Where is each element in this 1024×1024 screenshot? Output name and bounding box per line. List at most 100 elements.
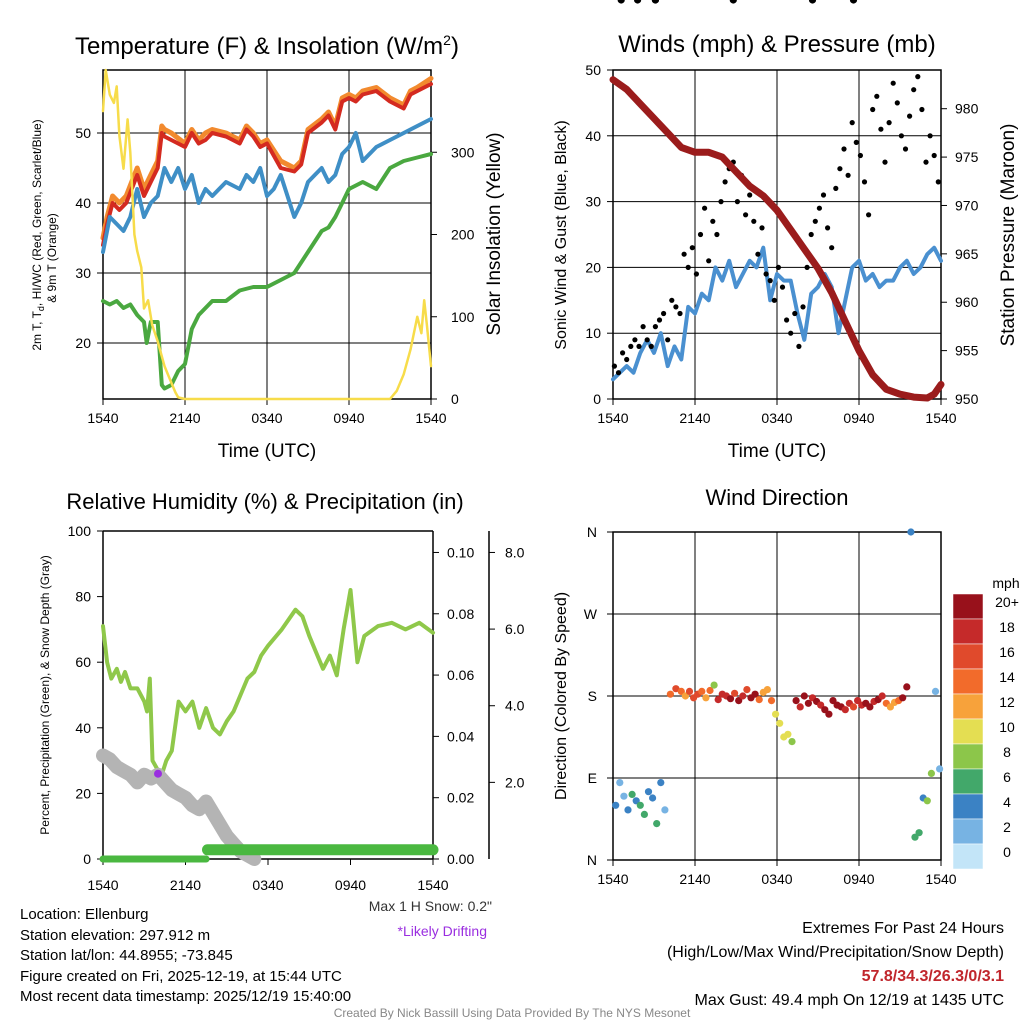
colorbar-label: 12	[999, 694, 1015, 710]
dir-xtick-label: 2140	[679, 871, 710, 887]
direction-point	[772, 710, 780, 718]
direction-point	[878, 692, 886, 700]
colorbar-swatch	[952, 743, 984, 770]
direction-point	[706, 686, 714, 695]
winds-series-pressure	[609, 76, 945, 402]
direction-point	[866, 703, 874, 711]
gust-point	[927, 133, 933, 139]
winds-ytick-right-label: 970	[955, 197, 979, 213]
gust-point	[800, 304, 806, 310]
gust-point	[841, 146, 847, 152]
direction-point	[743, 686, 751, 694]
gust-point	[677, 310, 683, 317]
credit-line: Created By Nick Bassill Using Data Provi…	[333, 1006, 691, 1020]
colorbar-label: 10	[999, 719, 1015, 735]
dir-title: Wind Direction	[705, 485, 848, 510]
gust-point	[812, 218, 818, 224]
gust-point	[894, 100, 900, 106]
direction-point	[657, 779, 665, 787]
temp-xtick-label: 2140	[169, 410, 200, 426]
gust-point	[743, 212, 749, 218]
rh-snow-tick-label: 6.0	[505, 621, 525, 637]
direction-point	[653, 820, 661, 828]
temp-series-wind-chill	[101, 117, 433, 254]
winds-series-sonic-wind	[611, 245, 943, 382]
gust-point	[714, 231, 720, 238]
gust-point	[779, 284, 786, 290]
gust-point	[620, 350, 626, 356]
gust-point	[849, 120, 855, 126]
colorbar-label: 8	[1003, 744, 1011, 760]
direction-point	[936, 765, 944, 773]
winds-ylabel: Sonic Wind & Gust (Blue, Black)	[553, 120, 570, 349]
gust-point	[890, 80, 896, 86]
colorbar-label: 6	[1003, 769, 1011, 785]
direction-point	[788, 738, 796, 746]
direction-point	[751, 690, 759, 698]
gust-point	[915, 74, 921, 80]
colorbar-swatch	[952, 768, 984, 795]
gust-point	[808, 231, 814, 238]
direction-point	[640, 810, 649, 819]
rh-snow-tick-label: 2.0	[505, 774, 525, 790]
winds-xtick-label: 1540	[597, 410, 628, 426]
station-info: Location: Ellenburg Station elevation: 2…	[20, 905, 351, 1008]
winds-ytick-label: 10	[585, 325, 601, 341]
temp-ytick-label: 40	[75, 195, 91, 211]
winds-ytick-label: 50	[585, 62, 601, 78]
direction-point	[825, 710, 833, 718]
winds-ytick-label: 40	[585, 128, 601, 144]
gust-point	[878, 126, 884, 132]
gust-point	[673, 304, 679, 310]
rh-ylabel: Percent, Precipitation (Green), & Snow D…	[38, 555, 52, 834]
rh-drifting-note: *Likely Drifting	[398, 923, 487, 939]
direction-point	[617, 0, 625, 4]
rh-snow-note: Max 1 H Snow: 0.2"	[369, 898, 492, 914]
winds-ylabel-right: Station Pressure (Maroon)	[998, 124, 1019, 347]
gust-point	[681, 251, 687, 257]
direction-point	[792, 697, 800, 705]
colorbar-label: 2	[1003, 819, 1011, 835]
dir-ytick-label: N	[587, 852, 597, 868]
gust-point	[870, 106, 876, 113]
direction-point	[776, 719, 784, 727]
colorbar-title: mph	[992, 575, 1019, 591]
gust-point	[747, 192, 753, 198]
dir-xtick-label: 0940	[843, 871, 874, 887]
figure-created: Figure created on Fri, 2025-12-19, at 15…	[20, 967, 342, 985]
direction-point	[612, 801, 620, 809]
direction-point	[616, 779, 624, 787]
rh-ytick-right-label: 0.02	[447, 790, 474, 806]
gust-point	[825, 225, 831, 231]
gust-point	[784, 317, 790, 323]
direction-point	[927, 769, 936, 778]
rh-series-snow-depth	[96, 748, 262, 866]
direction-point	[804, 699, 813, 707]
colorbar-swatch	[952, 843, 984, 870]
temp-ytick-right-label: 0	[451, 391, 459, 407]
temp-series-dewpoint	[101, 152, 433, 391]
temp-ytick-label: 20	[75, 335, 91, 351]
direction-point	[726, 695, 735, 703]
rh-snow-tick-label: 4.0	[505, 698, 525, 714]
winds-ytick-right-label: 950	[955, 391, 979, 407]
gust-point	[857, 152, 864, 159]
direction-point	[731, 689, 739, 697]
rh-ytick-right-label: 0.10	[447, 544, 474, 560]
gust-point	[656, 317, 663, 323]
winds-xtick-label: 2140	[679, 410, 710, 426]
temp-ylabel-rest: , HI/WC (Red, Green, Scarlet/Blue)	[30, 119, 44, 306]
rh-xtick-label: 0340	[252, 877, 283, 893]
temp-xlabel: Time (UTC)	[218, 441, 317, 462]
colorbar-swatch	[952, 693, 984, 720]
direction-point	[624, 806, 632, 814]
extremes-block: Extremes For Past 24 Hours (High/Low/Max…	[667, 917, 1004, 1013]
colorbar-label: 14	[999, 669, 1015, 685]
dir-xtick-label: 0340	[761, 871, 792, 887]
direction-point	[931, 687, 940, 696]
gust-point	[734, 199, 741, 205]
direction-point	[784, 730, 792, 738]
gust-point	[775, 264, 782, 270]
temp-xtick-label: 0940	[333, 410, 364, 426]
gust-point	[644, 337, 650, 343]
